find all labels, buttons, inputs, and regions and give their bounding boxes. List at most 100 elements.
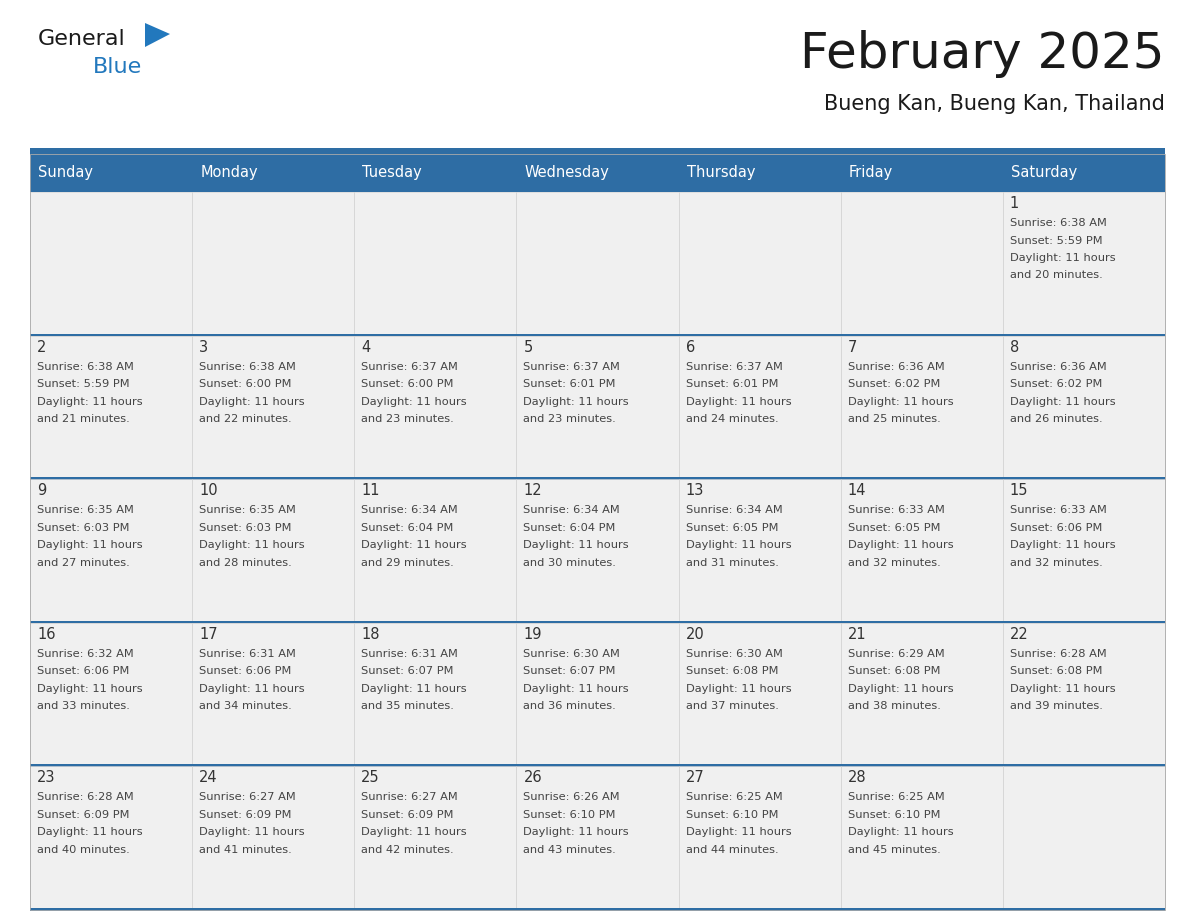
- Text: 15: 15: [1010, 483, 1029, 498]
- Text: 17: 17: [200, 627, 217, 642]
- Text: Sunrise: 6:29 AM: Sunrise: 6:29 AM: [848, 649, 944, 659]
- Bar: [30, 479, 192, 622]
- Bar: [30, 192, 192, 336]
- Text: Sunrise: 6:33 AM: Sunrise: 6:33 AM: [848, 505, 944, 515]
- Text: Daylight: 11 hours: Daylight: 11 hours: [37, 684, 143, 694]
- Text: 6: 6: [685, 340, 695, 354]
- Text: 13: 13: [685, 483, 704, 498]
- Text: Daylight: 11 hours: Daylight: 11 hours: [524, 827, 630, 837]
- Text: and 43 minutes.: and 43 minutes.: [524, 845, 617, 855]
- Text: and 36 minutes.: and 36 minutes.: [524, 701, 617, 711]
- Text: Daylight: 11 hours: Daylight: 11 hours: [524, 397, 630, 407]
- Text: Sunrise: 6:30 AM: Sunrise: 6:30 AM: [685, 649, 783, 659]
- Text: Daylight: 11 hours: Daylight: 11 hours: [524, 684, 630, 694]
- Bar: [517, 192, 678, 336]
- Text: Sunrise: 6:31 AM: Sunrise: 6:31 AM: [200, 649, 296, 659]
- Text: Daylight: 11 hours: Daylight: 11 hours: [524, 540, 630, 550]
- Bar: [30, 622, 192, 767]
- Text: 16: 16: [37, 627, 56, 642]
- Text: 20: 20: [685, 627, 704, 642]
- Text: and 21 minutes.: and 21 minutes.: [37, 414, 129, 424]
- Text: Daylight: 11 hours: Daylight: 11 hours: [1010, 253, 1116, 263]
- Text: 3: 3: [200, 340, 208, 354]
- Text: Daylight: 11 hours: Daylight: 11 hours: [848, 684, 953, 694]
- Text: Sunrise: 6:33 AM: Sunrise: 6:33 AM: [1010, 505, 1107, 515]
- Text: 19: 19: [524, 627, 542, 642]
- Bar: [192, 479, 354, 622]
- Text: Daylight: 11 hours: Daylight: 11 hours: [200, 540, 305, 550]
- Bar: [678, 192, 841, 336]
- Text: Daylight: 11 hours: Daylight: 11 hours: [1010, 684, 1116, 694]
- Text: 22: 22: [1010, 627, 1029, 642]
- Text: Sunset: 6:06 PM: Sunset: 6:06 PM: [200, 666, 291, 677]
- Bar: [30, 477, 1165, 480]
- Bar: [678, 622, 841, 767]
- Text: Daylight: 11 hours: Daylight: 11 hours: [685, 540, 791, 550]
- Text: 7: 7: [848, 340, 857, 354]
- Text: Sunrise: 6:36 AM: Sunrise: 6:36 AM: [1010, 362, 1106, 372]
- Text: and 31 minutes.: and 31 minutes.: [685, 558, 778, 567]
- Text: Sunrise: 6:32 AM: Sunrise: 6:32 AM: [37, 649, 134, 659]
- Bar: [1003, 479, 1165, 622]
- Text: Sunrise: 6:25 AM: Sunrise: 6:25 AM: [848, 792, 944, 802]
- Text: Thursday: Thursday: [687, 165, 756, 181]
- Text: and 22 minutes.: and 22 minutes.: [200, 414, 292, 424]
- Bar: [517, 767, 678, 910]
- Bar: [841, 622, 1003, 767]
- Bar: [1003, 192, 1165, 336]
- Text: Daylight: 11 hours: Daylight: 11 hours: [848, 827, 953, 837]
- Text: Sunset: 6:01 PM: Sunset: 6:01 PM: [524, 379, 615, 389]
- Text: Sunset: 6:00 PM: Sunset: 6:00 PM: [200, 379, 291, 389]
- Text: 9: 9: [37, 483, 46, 498]
- Text: Sunset: 6:06 PM: Sunset: 6:06 PM: [37, 666, 129, 677]
- Text: and 28 minutes.: and 28 minutes.: [200, 558, 292, 567]
- Text: and 39 minutes.: and 39 minutes.: [1010, 701, 1102, 711]
- Text: Sunset: 6:09 PM: Sunset: 6:09 PM: [361, 810, 454, 820]
- Text: Sunset: 6:10 PM: Sunset: 6:10 PM: [524, 810, 615, 820]
- Bar: [30, 154, 1165, 192]
- Text: Daylight: 11 hours: Daylight: 11 hours: [37, 540, 143, 550]
- Text: and 33 minutes.: and 33 minutes.: [37, 701, 129, 711]
- Text: and 20 minutes.: and 20 minutes.: [1010, 271, 1102, 281]
- Text: Sunday: Sunday: [38, 165, 93, 181]
- Text: and 24 minutes.: and 24 minutes.: [685, 414, 778, 424]
- Text: Daylight: 11 hours: Daylight: 11 hours: [1010, 397, 1116, 407]
- Bar: [30, 333, 1165, 336]
- Text: Sunrise: 6:34 AM: Sunrise: 6:34 AM: [361, 505, 459, 515]
- Text: Sunset: 6:02 PM: Sunset: 6:02 PM: [1010, 379, 1102, 389]
- Text: and 23 minutes.: and 23 minutes.: [361, 414, 454, 424]
- Bar: [30, 148, 1165, 154]
- Text: 10: 10: [200, 483, 217, 498]
- Text: Daylight: 11 hours: Daylight: 11 hours: [37, 827, 143, 837]
- Text: Daylight: 11 hours: Daylight: 11 hours: [200, 684, 305, 694]
- Text: 4: 4: [361, 340, 371, 354]
- Text: 21: 21: [848, 627, 866, 642]
- Bar: [354, 336, 517, 479]
- Text: Sunset: 6:04 PM: Sunset: 6:04 PM: [361, 522, 454, 532]
- Text: Sunset: 6:02 PM: Sunset: 6:02 PM: [848, 379, 940, 389]
- Bar: [678, 767, 841, 910]
- Text: Daylight: 11 hours: Daylight: 11 hours: [1010, 540, 1116, 550]
- Text: 26: 26: [524, 770, 542, 786]
- Text: Sunrise: 6:27 AM: Sunrise: 6:27 AM: [361, 792, 459, 802]
- Text: 2: 2: [37, 340, 46, 354]
- Text: and 45 minutes.: and 45 minutes.: [848, 845, 941, 855]
- Text: 28: 28: [848, 770, 866, 786]
- Bar: [517, 479, 678, 622]
- Text: Daylight: 11 hours: Daylight: 11 hours: [37, 397, 143, 407]
- Text: Daylight: 11 hours: Daylight: 11 hours: [361, 827, 467, 837]
- Text: and 23 minutes.: and 23 minutes.: [524, 414, 617, 424]
- Text: Sunrise: 6:34 AM: Sunrise: 6:34 AM: [685, 505, 783, 515]
- Text: and 32 minutes.: and 32 minutes.: [848, 558, 941, 567]
- Text: Daylight: 11 hours: Daylight: 11 hours: [361, 397, 467, 407]
- Text: Wednesday: Wednesday: [524, 165, 609, 181]
- Bar: [192, 622, 354, 767]
- Bar: [678, 336, 841, 479]
- Text: Sunrise: 6:31 AM: Sunrise: 6:31 AM: [361, 649, 459, 659]
- Text: Sunrise: 6:25 AM: Sunrise: 6:25 AM: [685, 792, 783, 802]
- Text: Daylight: 11 hours: Daylight: 11 hours: [361, 540, 467, 550]
- Bar: [841, 336, 1003, 479]
- Text: and 26 minutes.: and 26 minutes.: [1010, 414, 1102, 424]
- Bar: [30, 621, 1165, 623]
- Text: Daylight: 11 hours: Daylight: 11 hours: [685, 397, 791, 407]
